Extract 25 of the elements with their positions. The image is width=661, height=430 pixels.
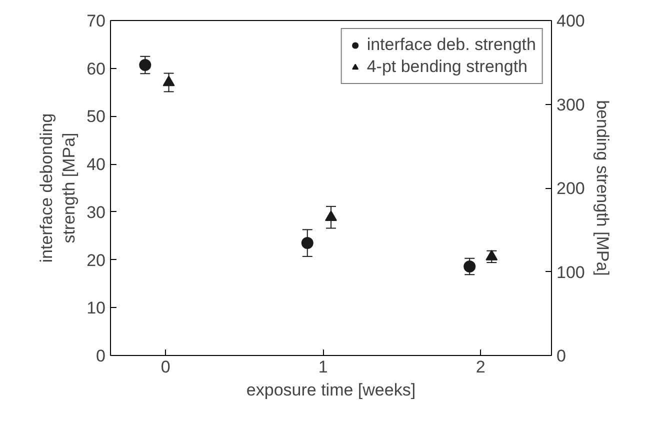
y2-tick-label: 100 [556, 262, 585, 282]
x-tick-label: 0 [160, 358, 170, 376]
legend-label: interface deb. strength [366, 35, 536, 55]
y-tick-label: 60 [86, 59, 106, 78]
y-tick-label: 40 [86, 155, 106, 174]
y-tick-label: 70 [86, 12, 106, 30]
y2-tick-label: 400 [556, 12, 585, 30]
y2-axis-title: bending strength [MPa] [592, 100, 612, 276]
point [301, 237, 314, 250]
x-tick-label: 2 [476, 358, 486, 376]
x-axis-title: exposure time [weeks] [246, 380, 416, 400]
point [162, 76, 175, 86]
y-tick-label: 20 [86, 250, 106, 270]
y2-tick-label: 300 [556, 95, 585, 114]
point [139, 59, 152, 71]
y-tick-label: 10 [86, 298, 106, 318]
y2-tick-label: 200 [556, 179, 585, 198]
x-tick-label: 1 [318, 358, 328, 376]
point [325, 210, 337, 221]
y-tick-label: 30 [86, 202, 106, 222]
y-tick-label: 50 [86, 107, 106, 126]
point [486, 250, 498, 260]
y-axis-title: interface debonding strength [MPa] [36, 113, 79, 263]
point [464, 260, 476, 272]
legend-label: 4-pt bending strength [366, 57, 528, 77]
